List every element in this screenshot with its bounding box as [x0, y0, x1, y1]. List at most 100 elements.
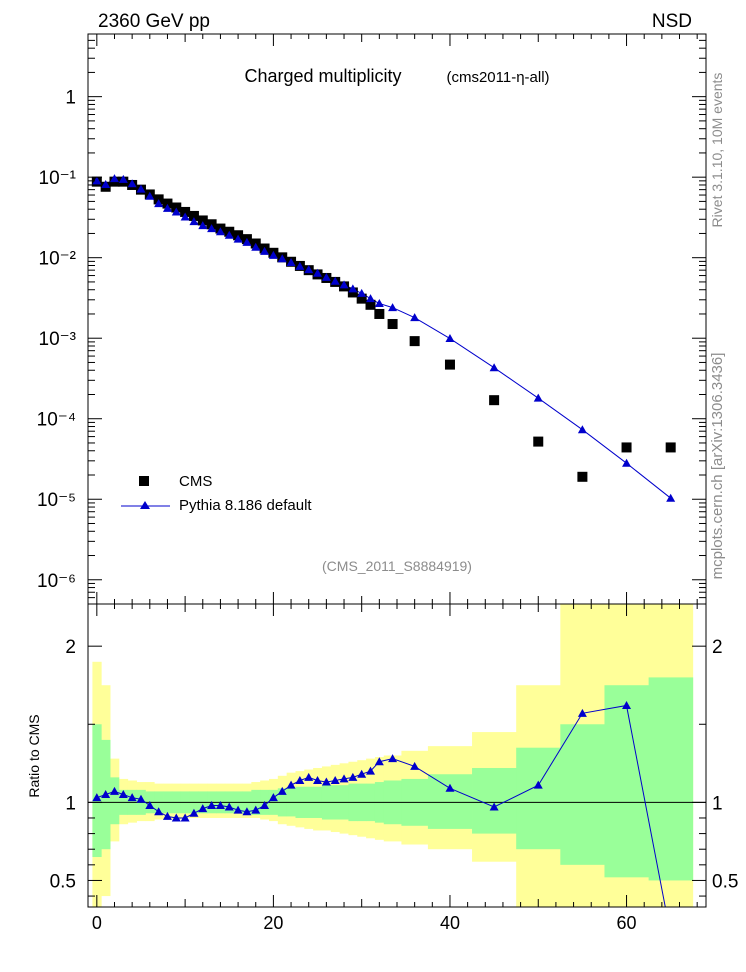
- x-tick-label: 20: [263, 913, 283, 933]
- pythia-point: [357, 288, 367, 297]
- ratio-point: [410, 761, 420, 770]
- pythia-point: [489, 363, 499, 372]
- ratio-point: [295, 775, 305, 784]
- pythia-point: [92, 176, 102, 185]
- pythia-point: [189, 217, 199, 226]
- y-tick-label: 10⁻²: [39, 249, 77, 270]
- source-label: mcplots.cern.ch [arXiv:1306.3436]: [709, 353, 726, 580]
- cms-point: [387, 319, 398, 330]
- cms-point: [665, 442, 676, 453]
- header-right: NSD: [652, 11, 692, 32]
- pythia-point: [622, 458, 632, 467]
- y-tick-label: 10⁻⁵: [37, 490, 76, 511]
- inner-band-bin: [604, 685, 650, 878]
- chart-subtitle: (cms2011-η-all): [446, 69, 549, 86]
- pythia-point: [577, 425, 587, 434]
- pythia-point: [251, 242, 261, 251]
- ratio-point: [286, 780, 296, 789]
- pythia-point: [330, 276, 340, 285]
- pythia-point: [154, 199, 164, 208]
- pythia-point: [277, 254, 287, 263]
- ratio-point: [180, 813, 190, 822]
- pythia-point: [313, 268, 323, 277]
- ratio-y-tick-label-right: 2: [712, 637, 723, 658]
- ratio-point: [233, 805, 243, 814]
- ratio-point: [339, 774, 349, 783]
- pythia-point: [339, 280, 349, 289]
- ratio-point: [242, 807, 252, 816]
- chart-title: Charged multiplicity: [244, 66, 401, 86]
- ratio-y-tick-label-right: 0.5: [712, 871, 738, 892]
- ratio-point: [224, 802, 234, 811]
- cms-point: [365, 299, 376, 310]
- ratio-point: [577, 708, 587, 717]
- ratio-point: [101, 790, 111, 799]
- inner-band-bin: [560, 724, 605, 865]
- ratio-point: [330, 775, 340, 784]
- cms-point: [188, 210, 199, 221]
- cms-point: [197, 215, 208, 226]
- pythia-point: [374, 298, 384, 307]
- pythia-point: [215, 227, 225, 236]
- pythia-point: [207, 224, 217, 233]
- ratio-point: [313, 775, 323, 784]
- inner-band-bin: [516, 747, 561, 850]
- ratio-point: [198, 804, 208, 813]
- ratio-y-tick-label: 0.5: [50, 871, 76, 892]
- pythia-point: [260, 246, 270, 255]
- legend-cms-marker: [139, 476, 149, 486]
- pythia-point: [348, 284, 358, 293]
- ratio-point: [489, 802, 499, 811]
- pythia-point: [145, 191, 155, 200]
- pythia-point: [445, 334, 455, 343]
- ratio-y-tick-label-right: 1: [712, 793, 723, 814]
- header-left: 2360 GeV pp: [98, 11, 210, 32]
- ratio-point: [366, 766, 376, 775]
- cms-point: [409, 336, 420, 347]
- pythia-point: [268, 250, 278, 259]
- pythia-point: [388, 303, 398, 312]
- cms-point: [621, 442, 632, 453]
- pythia-point: [295, 261, 305, 270]
- pythia-point: [118, 174, 128, 183]
- cms-point: [162, 198, 173, 209]
- legend-cms-label: CMS: [179, 473, 212, 490]
- legend: CMS Pythia 8.186 default: [121, 473, 312, 514]
- analysis-tag: (CMS_2011_S8884919): [322, 558, 472, 574]
- ratio-point: [145, 800, 155, 809]
- inner-band-bin: [110, 777, 120, 825]
- main-plot-series: [91, 174, 676, 502]
- pythia-point: [533, 393, 543, 402]
- y-tick-label: 1: [65, 88, 76, 109]
- pythia-point: [198, 221, 208, 230]
- pythia-point: [410, 313, 420, 322]
- x-tick-label: 60: [617, 913, 637, 933]
- pythia-point: [101, 180, 111, 189]
- ratio-point: [109, 786, 119, 795]
- y-tick-label: 10⁻⁶: [37, 571, 76, 592]
- cms-point: [374, 308, 385, 319]
- y-tick-label: 10⁻³: [39, 329, 77, 350]
- pythia-point: [136, 184, 146, 193]
- x-tick-label: 0: [92, 913, 102, 933]
- ratio-point: [189, 808, 199, 817]
- ratio-point: [154, 807, 164, 816]
- ratio-point: [268, 793, 278, 802]
- cms-point: [577, 471, 588, 482]
- cms-point: [356, 293, 367, 304]
- pythia-point: [224, 230, 234, 239]
- cms-point: [347, 287, 358, 298]
- pythia-point: [233, 234, 243, 243]
- cms-point: [444, 359, 455, 370]
- ratio-point: [445, 783, 455, 792]
- ratio-y-tick-label: 1: [65, 793, 76, 814]
- ratio-point: [533, 780, 543, 789]
- y-tick-label: 10⁻⁴: [37, 410, 76, 431]
- ratio-plot-series: [92, 701, 666, 907]
- pythia-point: [127, 179, 137, 188]
- ratio-point: [136, 794, 146, 803]
- y-tick-label: 10⁻¹: [39, 168, 77, 189]
- pythia-point: [171, 207, 181, 216]
- axis-ticks: [88, 33, 706, 907]
